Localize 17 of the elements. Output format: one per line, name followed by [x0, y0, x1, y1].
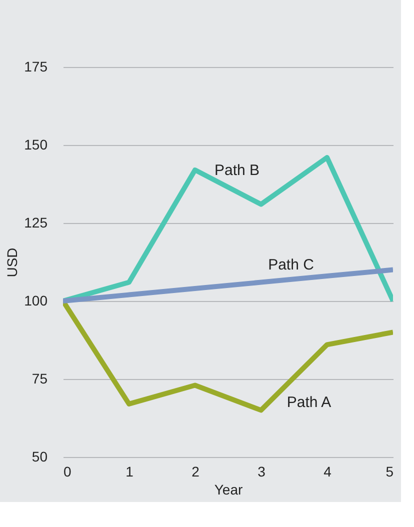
x-tick-label: 4 [324, 464, 332, 480]
x-tick-label: 3 [258, 464, 266, 480]
x-tick-label: 0 [64, 464, 72, 480]
x-tick-label: 2 [192, 464, 200, 480]
y-tick-label: 100 [24, 292, 48, 308]
y-axis-title: USD [4, 248, 20, 278]
x-tick-label: 1 [126, 464, 134, 480]
series-label: Path B [214, 162, 260, 179]
y-tick-label: 50 [32, 448, 48, 464]
series-label: Path C [268, 256, 314, 274]
x-tick-label: 5 [386, 464, 394, 480]
y-tick-label: 175 [24, 58, 48, 74]
y-tick-label: 75 [32, 370, 48, 386]
x-axis-title: Year [214, 482, 243, 498]
y-tick-label: 150 [24, 136, 48, 152]
y-tick-label: 125 [24, 214, 48, 230]
series-label: Path A [286, 394, 332, 412]
